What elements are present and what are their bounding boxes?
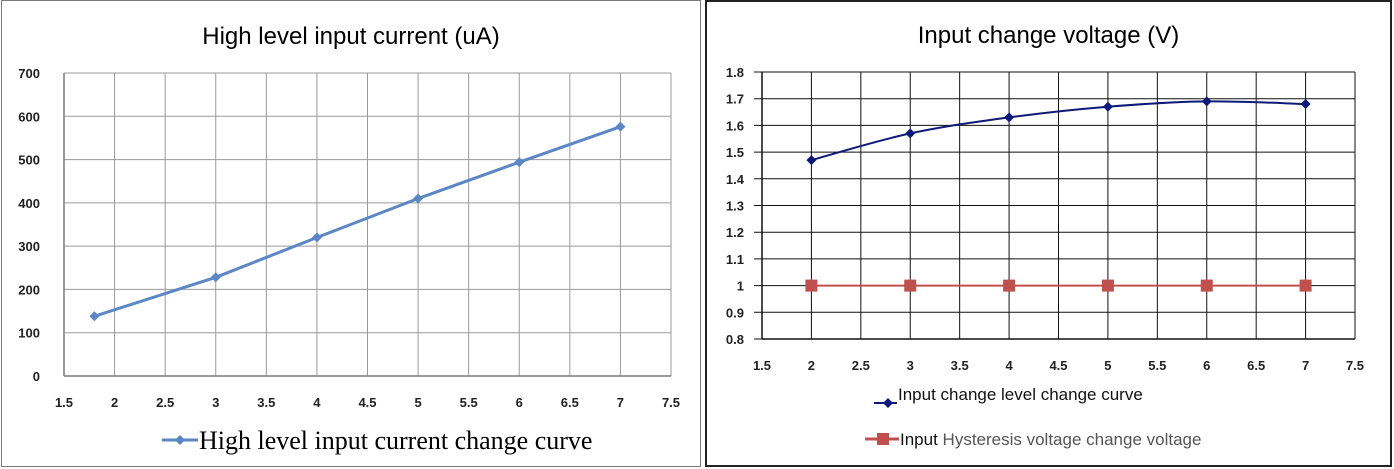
y-tick-label: 1.2 bbox=[726, 225, 744, 240]
x-tick-label: 7.5 bbox=[1346, 358, 1364, 373]
series-line bbox=[811, 100, 1306, 162]
x-tick-label: 4.5 bbox=[1049, 358, 1067, 373]
left-chart-svg: 1.5 2 2.5 3 3.5 4 4.5 5 5.5 6 6.5 7 7.5 0 100 200 300 400… bbox=[18, 66, 680, 455]
legend-marker bbox=[883, 398, 893, 408]
data-point bbox=[413, 193, 424, 204]
data-point bbox=[615, 121, 626, 132]
y-tick-label: 1.5 bbox=[726, 145, 744, 160]
data-point bbox=[1102, 101, 1113, 112]
y-tick-label: 300 bbox=[18, 239, 40, 254]
y-tick-label: 700 bbox=[18, 66, 40, 81]
y-tick-label: 600 bbox=[18, 109, 40, 124]
legend-label: High level input current change curve bbox=[199, 426, 592, 455]
data-point bbox=[1004, 112, 1015, 123]
x-tick-label: 3.5 bbox=[257, 395, 275, 410]
legend-label: Input change level change curve bbox=[898, 385, 1143, 404]
x-tick-label: 4.5 bbox=[358, 395, 376, 410]
x-tick-label: 7.5 bbox=[662, 395, 680, 410]
right-chart-title: Input change voltage (V) bbox=[917, 22, 1180, 49]
y-tick-label: 1.1 bbox=[726, 252, 744, 267]
y-tick-label: 0.9 bbox=[726, 305, 744, 320]
x-tick-label: 4 bbox=[313, 395, 321, 410]
x-tick-label: 3.5 bbox=[951, 358, 969, 373]
right-chart-svg: 1.5 2 2.5 3 3.5 4 4.5 5 5.5 6 6.5 7 7.5 0.8 0.9 1 1.1 1.2… bbox=[726, 65, 1364, 449]
y-tick-label: 1.8 bbox=[726, 65, 744, 80]
y-tick-label: 0 bbox=[33, 369, 40, 384]
x-tick-label: 2.5 bbox=[852, 358, 870, 373]
x-tick-label: 3 bbox=[907, 358, 914, 373]
legend-label-prefix: Input bbox=[900, 430, 938, 449]
x-tick-label: 7 bbox=[617, 395, 624, 410]
data-point bbox=[1200, 279, 1213, 292]
x-tick-label: 5.5 bbox=[1148, 358, 1166, 373]
data-point bbox=[210, 272, 221, 283]
x-tick-label: 6 bbox=[1203, 358, 1210, 373]
legend-marker bbox=[175, 435, 185, 445]
data-point bbox=[905, 128, 916, 139]
data-point bbox=[904, 279, 917, 292]
data-point bbox=[1201, 96, 1212, 107]
x-tick-label: 5 bbox=[1104, 358, 1111, 373]
data-point bbox=[89, 311, 100, 322]
data-point bbox=[1003, 279, 1016, 292]
legend-label-suffix: Hysteresis voltage change voltage bbox=[938, 430, 1202, 449]
data-point bbox=[805, 279, 818, 292]
series-line bbox=[93, 125, 621, 318]
x-tick-label: 2.5 bbox=[156, 395, 174, 410]
y-tick-label: 200 bbox=[18, 282, 40, 297]
y-tick-label: 1.6 bbox=[726, 118, 744, 133]
right-chart-panel: 1.5 2 2.5 3 3.5 4 4.5 5 5.5 6 6.5 7 7.5 0.8 0.9 1 1.1 1.2… bbox=[705, 0, 1392, 467]
x-tick-label: 1.5 bbox=[753, 358, 771, 373]
x-tick-label: 4 bbox=[1005, 358, 1013, 373]
data-point bbox=[1299, 279, 1312, 292]
x-tick-label: 3 bbox=[212, 395, 219, 410]
legend-label: Input Hysteresis voltage change voltage bbox=[900, 430, 1201, 449]
left-chart-panel: 1.5 2 2.5 3 3.5 4 4.5 5 5.5 6 6.5 7 7.5 0 100 200 300 400… bbox=[1, 0, 701, 467]
left-chart-title: High level input current (uA) bbox=[202, 23, 500, 50]
legend-marker bbox=[877, 433, 889, 445]
y-tick-label: 100 bbox=[18, 326, 40, 341]
x-tick-label: 2 bbox=[808, 358, 815, 373]
x-tick-label: 6 bbox=[516, 395, 523, 410]
data-point bbox=[1101, 279, 1114, 292]
y-tick-label: 1.4 bbox=[726, 172, 745, 187]
x-tick-label: 6.5 bbox=[561, 395, 579, 410]
x-tick-label: 2 bbox=[111, 395, 118, 410]
x-tick-label: 5 bbox=[414, 395, 421, 410]
y-tick-label: 1.3 bbox=[726, 199, 744, 214]
x-tick-label: 1.5 bbox=[55, 395, 73, 410]
y-tick-label: 1.7 bbox=[726, 92, 744, 107]
data-point bbox=[806, 155, 817, 166]
data-point bbox=[311, 232, 322, 243]
y-tick-label: 0.8 bbox=[726, 332, 744, 347]
x-tick-label: 6.5 bbox=[1247, 358, 1265, 373]
data-point bbox=[1300, 99, 1311, 110]
y-tick-label: 1 bbox=[737, 279, 744, 294]
x-tick-label: 5.5 bbox=[460, 395, 478, 410]
y-tick-label: 400 bbox=[18, 196, 40, 211]
x-tick-label: 7 bbox=[1302, 358, 1309, 373]
data-point bbox=[514, 157, 525, 168]
y-tick-label: 500 bbox=[18, 153, 40, 168]
